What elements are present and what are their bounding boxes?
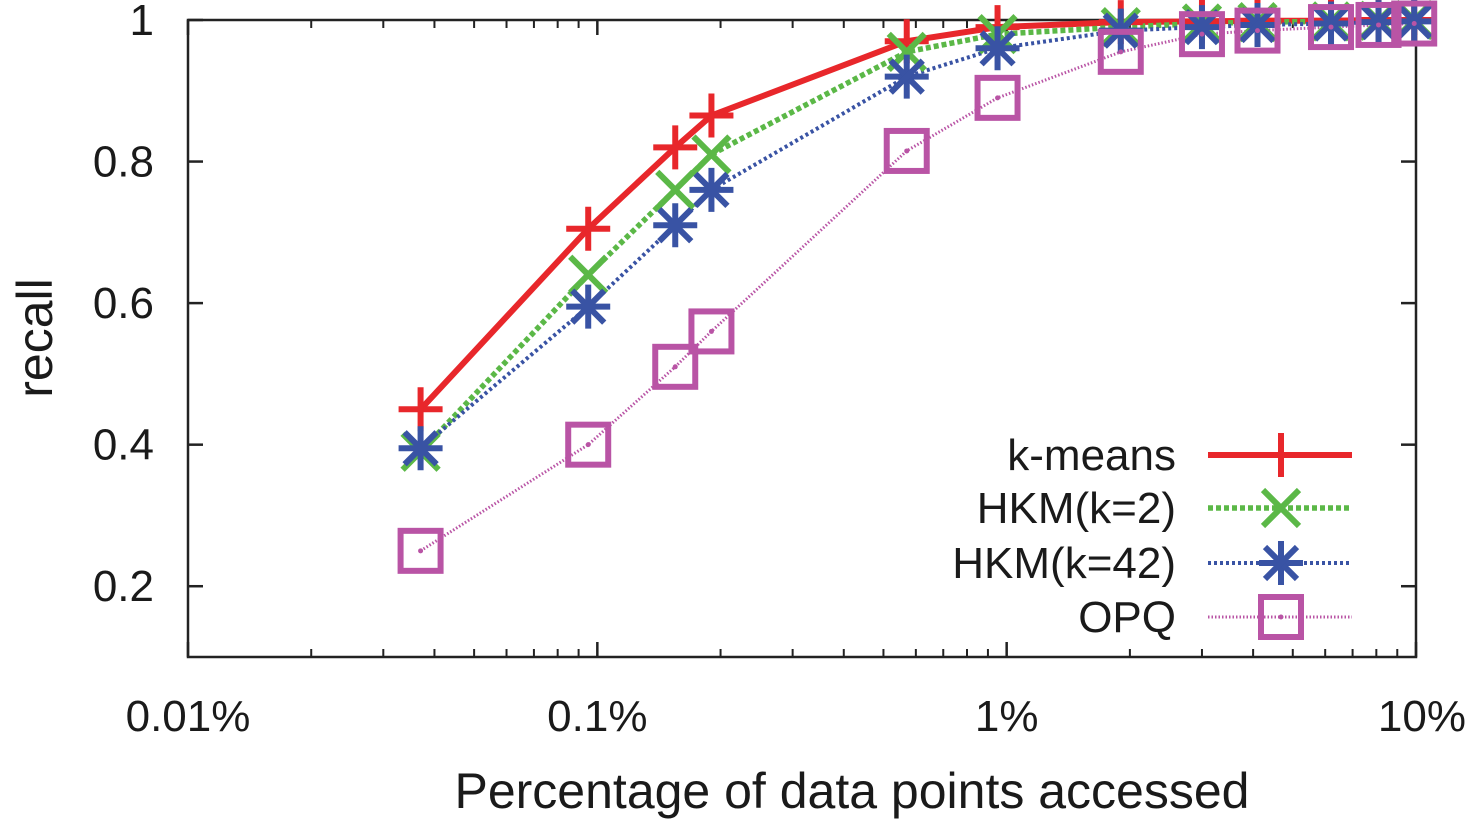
plot-frame xyxy=(186,18,1418,659)
data-point xyxy=(691,134,732,175)
legend-entry: OPQ xyxy=(1078,593,1352,642)
legend-entry: HKM(k=42) xyxy=(952,539,1352,588)
data-point xyxy=(883,127,930,174)
series-lines xyxy=(418,17,1415,553)
series-line-OPQ xyxy=(419,22,1415,553)
y-axis-label: recall xyxy=(7,278,63,397)
x-tick-label: 1% xyxy=(975,692,1039,741)
data-point xyxy=(566,284,611,329)
y-tick-label: 0.4 xyxy=(93,421,154,470)
data-point xyxy=(655,169,696,210)
data-point xyxy=(689,93,734,138)
data-point xyxy=(974,74,1021,121)
data-point xyxy=(975,26,1020,71)
y-tick-label: 1 xyxy=(130,0,154,45)
x-tick-label: 0.1% xyxy=(547,692,647,741)
legend-swatch-marker xyxy=(1260,487,1302,529)
data-point xyxy=(565,421,612,468)
data-point xyxy=(1097,28,1144,75)
legend-label: HKM(k=2) xyxy=(977,484,1176,533)
data-point xyxy=(397,527,444,574)
series-markers xyxy=(397,0,1438,574)
data-point xyxy=(1235,2,1280,47)
x-axis-ticks: 0.01% 0.1% 1% 10% xyxy=(126,20,1466,741)
data-point xyxy=(1355,1,1402,48)
x-tick-label: 0.01% xyxy=(126,692,251,741)
data-point xyxy=(398,426,443,471)
y-axis-ticks: 0.2 0.4 0.6 0.8 1 xyxy=(93,0,1416,611)
legend-label: OPQ xyxy=(1078,593,1176,642)
series-markers-OPQ xyxy=(397,0,1438,574)
legend-swatch-marker xyxy=(1259,433,1303,477)
x-tick-label: 10% xyxy=(1378,692,1466,741)
data-point xyxy=(653,125,698,170)
legend-label: HKM(k=42) xyxy=(952,539,1176,588)
data-point xyxy=(1391,0,1438,47)
y-tick-label: 0.2 xyxy=(93,562,154,611)
data-point xyxy=(1308,4,1355,51)
data-point xyxy=(688,308,735,355)
legend-swatch-marker xyxy=(1259,541,1303,585)
data-point xyxy=(653,203,698,248)
series-markers-HKM(k=42) xyxy=(398,0,1437,471)
y-tick-label: 0.8 xyxy=(93,138,154,187)
legend-label: k-means xyxy=(1007,431,1176,480)
x-axis-label: Percentage of data points accessed xyxy=(455,763,1250,819)
data-point xyxy=(884,54,929,99)
legend-entry: HKM(k=2) xyxy=(977,484,1352,533)
data-point xyxy=(1234,7,1281,54)
data-point xyxy=(652,343,699,390)
data-point xyxy=(568,254,609,295)
legend-entry: k-means xyxy=(1007,431,1352,480)
data-point xyxy=(566,206,611,251)
data-point xyxy=(689,167,734,212)
y-tick-label: 0.6 xyxy=(93,279,154,328)
data-point xyxy=(1178,11,1225,58)
data-point xyxy=(1356,0,1401,45)
plot-area-border xyxy=(186,18,1418,659)
data-point xyxy=(398,387,443,432)
legend-swatch-marker xyxy=(1258,594,1304,640)
